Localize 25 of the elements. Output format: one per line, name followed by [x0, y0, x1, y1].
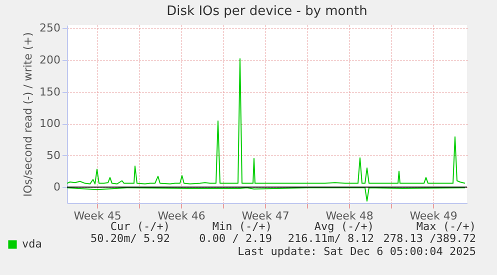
x-tick-label: Week 48 — [326, 210, 374, 222]
text: 0.00 / 2.19 — [199, 232, 272, 245]
y-tick-label: 150 — [40, 85, 60, 98]
x-tick-label: Week 49 — [410, 210, 458, 222]
x-tick-label: Week 45 — [74, 210, 122, 222]
x-tick-label: Week 47 — [242, 210, 290, 222]
y-tick-label: 50 — [46, 148, 60, 162]
text: Max (-/+) — [416, 220, 476, 233]
y-tick-label: 100 — [40, 117, 60, 130]
text: 50.20m/ 5.92 — [90, 232, 170, 245]
x-tick-label: Week 46 — [158, 210, 206, 222]
y-tick-label: 200 — [40, 53, 60, 66]
chart-title: Disk IOs per device - by month — [166, 4, 368, 20]
line-series — [66, 187, 466, 202]
text: Avg (-/+) — [314, 220, 374, 233]
legend-label: vda — [22, 238, 42, 250]
y-axis-title: IOs/second read (-) / write (+) — [22, 32, 35, 197]
text: 278.13 /389.72 — [383, 232, 476, 245]
text: 216.11m/ 8.12 — [288, 232, 374, 245]
line-series — [66, 58, 466, 184]
y-tick-label: 0 — [54, 180, 60, 194]
text: Last update: Sat Dec 6 05:00:04 2025 — [238, 245, 476, 258]
text: Cur (-/+) — [110, 220, 170, 233]
text: Min (-/+) — [212, 220, 272, 233]
y-tick-label: 250 — [40, 22, 60, 35]
